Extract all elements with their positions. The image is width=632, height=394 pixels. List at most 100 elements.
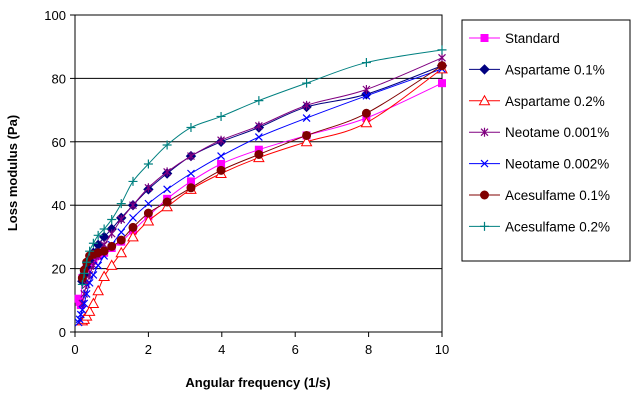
data-point-acesulfame-0-2 xyxy=(82,257,92,267)
data-point-acesulfame-0-2 xyxy=(186,123,196,133)
legend-marker xyxy=(480,159,489,168)
data-point-acesulfame-0-2 xyxy=(216,111,226,121)
legend-marker xyxy=(478,94,491,106)
y-tick-label: 100 xyxy=(44,8,66,23)
legend-label: Acesulfame 0.1% xyxy=(505,188,610,203)
legend-item-aspartame-0-1: Aspartame 0.1% xyxy=(469,62,605,77)
y-tick-label: 80 xyxy=(52,71,66,86)
legend-item-neotame-0-002: Neotame 0.002% xyxy=(469,157,609,172)
data-point-neotame-0-002 xyxy=(144,199,153,208)
x-tick-label: 10 xyxy=(435,342,449,357)
series-acesulfame-0-1 xyxy=(77,61,447,283)
data-point-standard xyxy=(438,79,446,88)
y-tick-label: 20 xyxy=(52,262,66,277)
data-point-acesulfame-0-2 xyxy=(128,176,138,186)
legend-marker xyxy=(479,64,490,75)
legend-label: Neotame 0.001% xyxy=(505,125,609,140)
data-point-acesulfame-0-2 xyxy=(254,96,264,106)
legend-marker xyxy=(480,127,489,137)
data-point-neotame-0-001 xyxy=(187,151,195,161)
series-neotame-0-002 xyxy=(74,64,446,327)
data-point-acesulfame-0-1 xyxy=(162,197,172,207)
x-tick-label: 0 xyxy=(71,342,78,357)
y-axis-title: Loss modulus (Pa) xyxy=(5,115,20,231)
series-line-neotame-0-002 xyxy=(78,68,443,323)
data-point-neotame-0-002 xyxy=(85,278,94,287)
data-point-neotame-0-002 xyxy=(76,310,85,319)
series-line-standard xyxy=(78,82,443,307)
legend-marker xyxy=(480,34,489,42)
series-standard xyxy=(74,79,446,310)
legend-item-neotame-0-001: Neotame 0.001% xyxy=(469,125,609,140)
series-line-aspartame-0-2 xyxy=(82,68,443,322)
data-point-acesulfame-0-1 xyxy=(216,165,226,175)
x-axis-title: Angular frequency (1/s) xyxy=(185,375,330,390)
data-point-neotame-0-001 xyxy=(302,100,311,110)
plot-area xyxy=(74,14,443,333)
data-point-neotame-0-001 xyxy=(362,84,371,94)
legend-label: Neotame 0.002% xyxy=(505,157,609,172)
data-point-neotame-0-002 xyxy=(75,315,84,324)
series-acesulfame-0-2 xyxy=(77,45,447,289)
data-point-acesulfame-0-1 xyxy=(99,246,109,256)
data-point-acesulfame-0-1 xyxy=(254,149,264,159)
data-point-neotame-0-002 xyxy=(80,299,89,308)
data-point-acesulfame-0-1 xyxy=(186,183,196,193)
data-point-aspartame-0-2 xyxy=(142,215,155,226)
data-point-neotame-0-002 xyxy=(89,271,98,279)
series-line-aspartame-0-1 xyxy=(81,65,443,282)
data-point-acesulfame-0-2 xyxy=(85,246,95,256)
data-point-neotame-0-001 xyxy=(217,135,225,145)
data-point-aspartame-0-2 xyxy=(83,305,96,316)
legend-item-standard: Standard xyxy=(469,31,560,46)
x-tick-label: 8 xyxy=(365,342,372,357)
data-point-acesulfame-0-1 xyxy=(437,61,447,71)
data-point-acesulfame-0-2 xyxy=(99,224,109,234)
series-aspartame-0-1 xyxy=(77,60,448,287)
series-line-neotame-0-001 xyxy=(81,57,443,304)
legend-item-aspartame-0-2: Aspartame 0.2% xyxy=(469,94,605,109)
y-tick-label: 60 xyxy=(52,135,66,150)
y-tick-label: 0 xyxy=(59,325,66,340)
data-point-aspartame-0-2 xyxy=(300,135,313,147)
data-point-aspartame-0-2 xyxy=(98,270,110,282)
data-point-neotame-0-002 xyxy=(187,169,195,178)
data-point-acesulfame-0-2 xyxy=(77,279,87,289)
data-point-acesulfame-0-1 xyxy=(361,108,371,118)
data-point-neotame-0-002 xyxy=(117,228,126,237)
legend-marker xyxy=(480,190,489,200)
data-point-neotame-0-001 xyxy=(254,121,263,131)
legend-label: Aspartame 0.1% xyxy=(505,62,605,77)
legend: Standard Aspartame 0.1% Aspartame 0.2% Neot… xyxy=(469,31,610,234)
x-tick-label: 2 xyxy=(145,342,152,357)
x-tick-label: 6 xyxy=(292,342,299,357)
data-point-neotame-0-002 xyxy=(129,213,137,222)
data-point-neotame-0-002 xyxy=(217,152,225,160)
data-point-acesulfame-0-1 xyxy=(116,235,126,245)
legend-marker xyxy=(480,221,489,231)
data-point-aspartame-0-2 xyxy=(92,284,105,296)
data-point-acesulfame-0-2 xyxy=(116,199,126,209)
data-point-neotame-0-002 xyxy=(362,91,371,100)
data-point-acesulfame-0-2 xyxy=(88,238,98,248)
data-point-neotame-0-002 xyxy=(163,185,172,194)
y-axis: 0 20 40 60 80 100 xyxy=(44,8,75,340)
data-point-neotame-0-002 xyxy=(94,261,103,270)
data-point-acesulfame-0-2 xyxy=(93,230,103,240)
data-point-acesulfame-0-1 xyxy=(128,222,138,232)
data-point-aspartame-0-2 xyxy=(87,297,100,308)
y-tick-label: 40 xyxy=(52,198,66,213)
series-aspartame-0-2 xyxy=(76,62,448,326)
legend-item-acesulfame-0-1: Acesulfame 0.1% xyxy=(469,188,610,203)
data-point-acesulfame-0-1 xyxy=(302,130,312,140)
data-point-neotame-0-002 xyxy=(302,114,311,122)
data-point-acesulfame-0-2 xyxy=(162,140,172,150)
data-point-neotame-0-001 xyxy=(117,214,126,224)
data-point-acesulfame-0-2 xyxy=(143,159,153,169)
data-point-acesulfame-0-1 xyxy=(107,241,117,251)
legend-label: Standard xyxy=(505,31,560,46)
data-point-aspartame-0-2 xyxy=(127,230,139,242)
legend-label: Acesulfame 0.2% xyxy=(505,219,610,234)
data-point-acesulfame-0-2 xyxy=(437,45,447,55)
